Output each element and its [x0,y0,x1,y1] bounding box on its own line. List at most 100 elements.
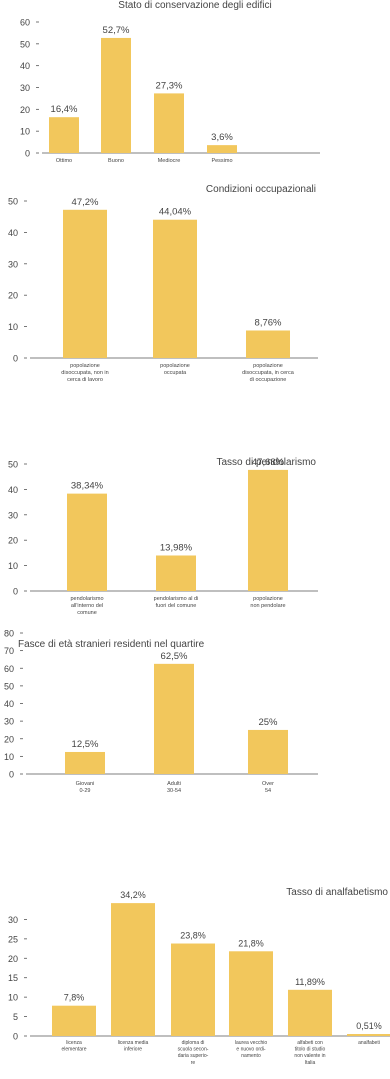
chart-1-y-tick-label: 50 [20,39,30,49]
chart-5-value-label: 11,89% [295,977,325,987]
chart-5-bar [171,943,215,1036]
chart-5-y-tick-label: 15 [8,973,18,983]
chart-5-y-tick-label: 10 [8,993,18,1003]
chart-1-category-label: Pessimo [211,158,232,164]
chart-2-bar [246,330,290,358]
chart-5-bar [52,1005,96,1036]
chart-2-y-tick-label: 30 [8,259,18,269]
chart-3-bar [67,493,107,591]
chart-5-category-label: scuola secon- [178,1047,209,1053]
chart-5-y-tick-label: 25 [8,934,18,944]
chart-4-bar [154,663,194,774]
chart-5-bar [288,989,332,1036]
chart-5-category-label: non valente in [294,1053,325,1059]
chart-2-y-tick-label: 0 [13,354,18,364]
chart-2-category-label: disoccupata, non in [61,370,108,376]
chart-5-category-label: licenza media [118,1040,149,1046]
chart-1-y-tick-label: 20 [20,105,30,115]
chart-5-category-label: analfabeti [358,1040,380,1046]
chart-5-category-label: licenza [66,1040,82,1046]
chart-5-y-tick-label: 30 [8,915,18,925]
chart-2-category-label: di occupazione [250,377,287,383]
chart-5-value-label: 34,2% [120,890,146,900]
chart-5-category-label: laurea vecchio [235,1040,267,1046]
chart-2-category-label: disoccupata, in cerca [242,370,295,376]
chart-4-title: Fasce di età stranieri residenti nel qua… [18,639,205,650]
chart-1-value-label: 27,3% [156,80,183,91]
chart-5-category-label: Italia [305,1060,316,1066]
chart-2-value-label: 8,76% [255,317,282,328]
chart-1-y-tick-label: 60 [20,18,30,28]
chart-4-value-label: 25% [258,717,278,728]
chart-5-category-label: namento [241,1053,261,1059]
chart-5-y-tick-label: 20 [8,954,18,964]
chart-5-bar [229,951,273,1036]
chart-4-y-tick-label: 80 [4,629,14,639]
chart-5-category-label: re [191,1060,196,1066]
chart-3-value-label: 38,34% [71,481,104,492]
chart-3-category-label: fuori del comune [156,603,197,609]
chart-5-bar [347,1034,390,1036]
chart-5-y-tick-label: 5 [13,1012,18,1022]
chart-5-y-tick-label: 0 [13,1032,18,1042]
chart-3-bar [156,555,196,591]
chart-1-bar [154,93,184,153]
chart-3-y-tick-label: 50 [8,460,18,470]
chart-5-category-label: elementare [61,1047,86,1053]
chart-1-value-label: 3,6% [211,132,233,143]
chart-5-category-label: diploma di [182,1040,205,1046]
chart-1-category-label: Buono [108,158,124,164]
chart-4-category-label: Over [262,781,274,787]
chart-2-bar [153,219,197,358]
chart-1-bar [49,117,79,153]
chart-2-category-label: popolazione [160,363,190,369]
chart-4-y-tick-label: 60 [4,664,14,674]
chart-3-category-label: popolazione [253,596,283,602]
chart-4-y-tick-label: 10 [4,752,14,762]
chart-4-value-label: 12,5% [72,739,99,750]
chart-1-value-label: 16,4% [51,104,78,115]
chart-1-bar [207,145,237,153]
chart-4-y-tick-label: 20 [4,734,14,744]
chart-3-category-label: pendolarismo al di [154,596,199,602]
chart-3-category-label: comune [77,610,97,616]
chart-3-title: Tasso di pendolarismo [217,457,317,468]
chart-2-y-tick-label: 50 [8,197,18,207]
chart-3-category-label: all'interno del [71,603,103,609]
chart-4-value-label: 62,5% [161,651,188,662]
chart-1-y-tick-label: 30 [20,83,30,93]
chart-4-y-tick-label: 70 [4,646,14,656]
chart-4-y-tick-label: 0 [9,770,14,780]
chart-3-category-label: pendolarismo [70,596,103,602]
chart-5-value-label: 0,51% [356,1021,382,1031]
chart-5-category-label: titolo di studio [295,1047,326,1053]
chart-2-y-tick-label: 20 [8,291,18,301]
chart-5-category-label: inferiore [124,1047,142,1053]
chart-4-bar [248,729,288,774]
chart-4-y-tick-label: 30 [4,717,14,727]
chart-3-y-tick-label: 40 [8,485,18,495]
chart-5-value-label: 23,8% [180,931,206,941]
chart-5-category-label: alfabeti con [297,1040,323,1046]
chart-4-bar [65,751,105,774]
chart-3-y-tick-label: 30 [8,510,18,520]
chart-3-value-label: 13,98% [160,542,193,553]
chart-3-bar [248,469,288,591]
chart-5-category-label: e nuovo ordi- [236,1047,266,1053]
chart-2-category-label: popolazione [253,363,283,369]
chart-5-category-label: daria superio- [178,1053,209,1059]
chart-3-category-label: non pendolare [250,603,285,609]
chart-1-bar [101,37,131,153]
chart-5-value-label: 7,8% [64,993,85,1003]
chart-4-category-label: 54 [265,788,271,794]
chart-2-value-label: 44,04% [159,207,192,218]
chart-1-y-tick-label: 10 [20,127,30,137]
chart-1-title: Stato di conservazione degli edifici [118,0,271,11]
chart-4-category-label: 0-29 [79,788,90,794]
chart-2-title: Condizioni occupazionali [206,184,316,195]
chart-3-y-tick-label: 10 [8,561,18,571]
chart-1-category-label: Mediocre [158,158,181,164]
chart-4-y-tick-label: 40 [4,699,14,709]
chart-2-y-tick-label: 10 [8,322,18,332]
